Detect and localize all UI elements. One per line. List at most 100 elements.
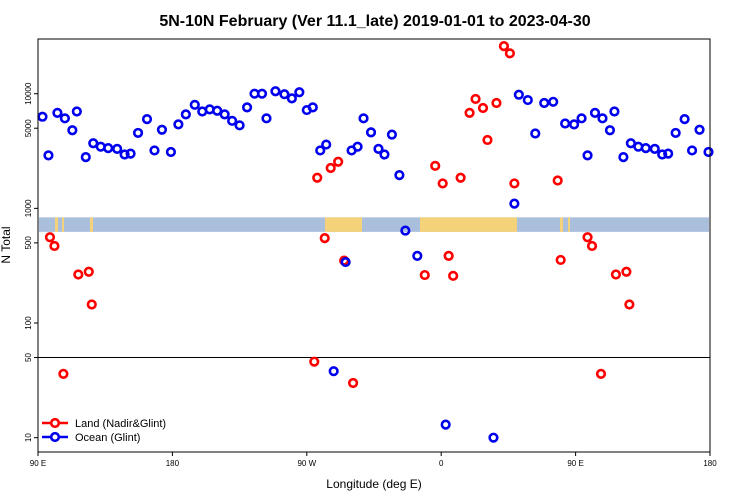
legend-label: Ocean (Glint): [75, 432, 140, 444]
map-land-patch: [55, 217, 58, 232]
data-point: [470, 93, 481, 105]
data-point: [400, 225, 411, 236]
data-point: [679, 114, 690, 125]
y-axis-label: N Total: [0, 226, 13, 263]
data-point: [256, 88, 268, 99]
data-point: [112, 143, 123, 155]
x-tick-label: 90 E: [567, 459, 583, 468]
map-land-patch: [568, 217, 570, 232]
data-point: [552, 175, 563, 186]
data-point: [477, 102, 489, 114]
data-point: [141, 114, 153, 125]
legend-item: Land (Nadir&Glint): [42, 417, 166, 430]
x-axis: 90 E 180 90 W 0 90 E 180: [30, 452, 717, 468]
data-point: [125, 148, 136, 159]
data-point: [307, 102, 318, 113]
data-point: [455, 172, 466, 183]
data-point: [67, 125, 78, 136]
data-point: [412, 250, 423, 261]
x-tick-label: 180: [166, 459, 180, 468]
data-point: [358, 113, 369, 124]
data-point: [504, 48, 515, 59]
data-point: [419, 269, 430, 281]
data-point: [312, 172, 323, 183]
y-axis: 10 50 100 500 1000 5000 10000: [24, 82, 38, 442]
data-point: [294, 87, 305, 98]
y-tick-label: 5000: [24, 119, 33, 137]
map-land-patch: [62, 217, 64, 232]
map-land-patch: [420, 217, 517, 232]
x-tick-label: 90 E: [30, 459, 46, 468]
data-point: [149, 145, 160, 156]
data-point: [37, 111, 48, 122]
data-point: [315, 145, 326, 156]
x-tick-label: 90 W: [297, 459, 316, 468]
data-point: [703, 146, 714, 158]
legend: Land (Nadir&Glint) Ocean (Glint): [42, 417, 166, 444]
data-point: [52, 107, 63, 119]
data-point: [530, 128, 541, 139]
data-point: [582, 232, 593, 243]
data-point: [539, 97, 550, 109]
x-tick-label: 180: [703, 459, 717, 468]
data-point: [373, 143, 384, 155]
data-point: [132, 127, 144, 139]
data-point: [173, 119, 184, 130]
data-point: [443, 250, 454, 261]
data-point: [103, 143, 114, 154]
data-point: [437, 178, 448, 189]
data-point: [73, 269, 84, 280]
data-point: [379, 149, 390, 160]
data-point: [509, 198, 520, 209]
data-point: [491, 97, 502, 109]
data-point: [670, 127, 681, 139]
data-point: [576, 113, 587, 124]
data-point: [597, 113, 608, 124]
data-point: [58, 368, 69, 379]
data-point: [482, 134, 493, 146]
data-point: [319, 233, 330, 244]
data-point: [165, 146, 177, 158]
map-land-patch: [325, 217, 362, 232]
data-point: [347, 377, 359, 389]
data-point: [560, 118, 571, 129]
y-tick-label: 10: [24, 433, 33, 442]
data-point: [212, 105, 223, 116]
data-point: [522, 94, 533, 106]
data-point: [49, 240, 60, 252]
data-point: [59, 113, 70, 124]
data-point: [321, 139, 332, 150]
data-point: [498, 41, 510, 52]
y-tick-label: 500: [24, 236, 33, 250]
data-point: [609, 106, 620, 117]
data-point: [555, 254, 566, 266]
data-point: [694, 124, 705, 135]
data-point: [663, 148, 674, 159]
data-point: [352, 141, 363, 152]
data-point: [624, 299, 635, 310]
series-land: [44, 41, 635, 389]
series-ocean: [37, 86, 714, 443]
data-point: [333, 156, 344, 167]
map-land-patch: [560, 217, 563, 232]
data-point: [328, 366, 339, 377]
data-point: [365, 127, 377, 138]
chart-title: 5N-10N February (Ver 11.1_late) 2019-01-…: [159, 13, 590, 30]
data-point: [464, 107, 475, 119]
data-point: [513, 89, 524, 100]
data-point: [44, 232, 56, 243]
data-point: [340, 256, 351, 268]
data-point: [86, 299, 97, 310]
data-point: [509, 178, 520, 189]
data-point: [71, 106, 82, 117]
data-points: [37, 41, 714, 443]
data-point: [569, 119, 580, 130]
data-point: [604, 125, 616, 136]
data-point: [386, 129, 398, 140]
legend-item: Ocean (Glint): [42, 431, 140, 444]
data-point: [595, 368, 607, 379]
data-point: [621, 266, 632, 277]
data-point: [219, 109, 230, 120]
plot-frame: [37, 38, 711, 453]
